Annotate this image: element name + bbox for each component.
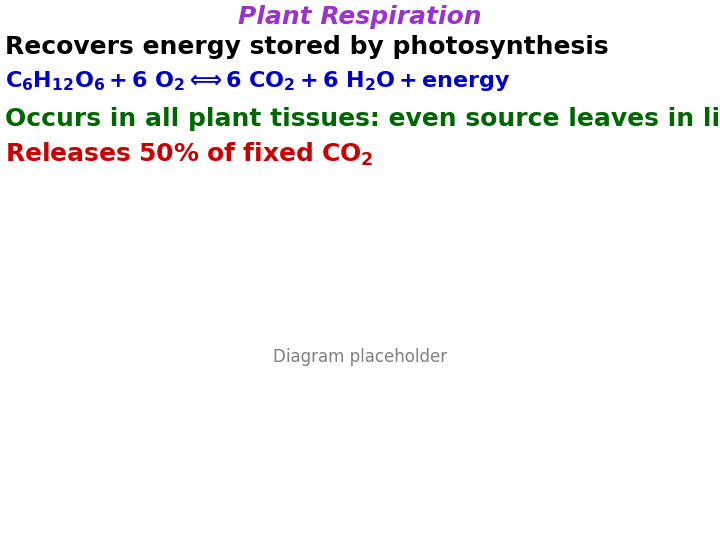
Text: Plant Respiration: Plant Respiration [238, 5, 482, 29]
Text: Occurs in all plant tissues: even source leaves in light!: Occurs in all plant tissues: even source… [5, 107, 720, 131]
Text: Diagram placeholder: Diagram placeholder [273, 348, 447, 367]
Text: $\mathbf{C_6H_{12}O_6 + 6\ O_2 \Longleftrightarrow 6\ CO_2 + 6\ H_2O + energy}$: $\mathbf{C_6H_{12}O_6 + 6\ O_2 \Longleft… [5, 69, 511, 93]
Text: Recovers energy stored by photosynthesis: Recovers energy stored by photosynthesis [5, 35, 608, 59]
Text: $\mathbf{Releases\ 50\%\ of\ fixed\ CO_2}$: $\mathbf{Releases\ 50\%\ of\ fixed\ CO_2… [5, 141, 374, 168]
